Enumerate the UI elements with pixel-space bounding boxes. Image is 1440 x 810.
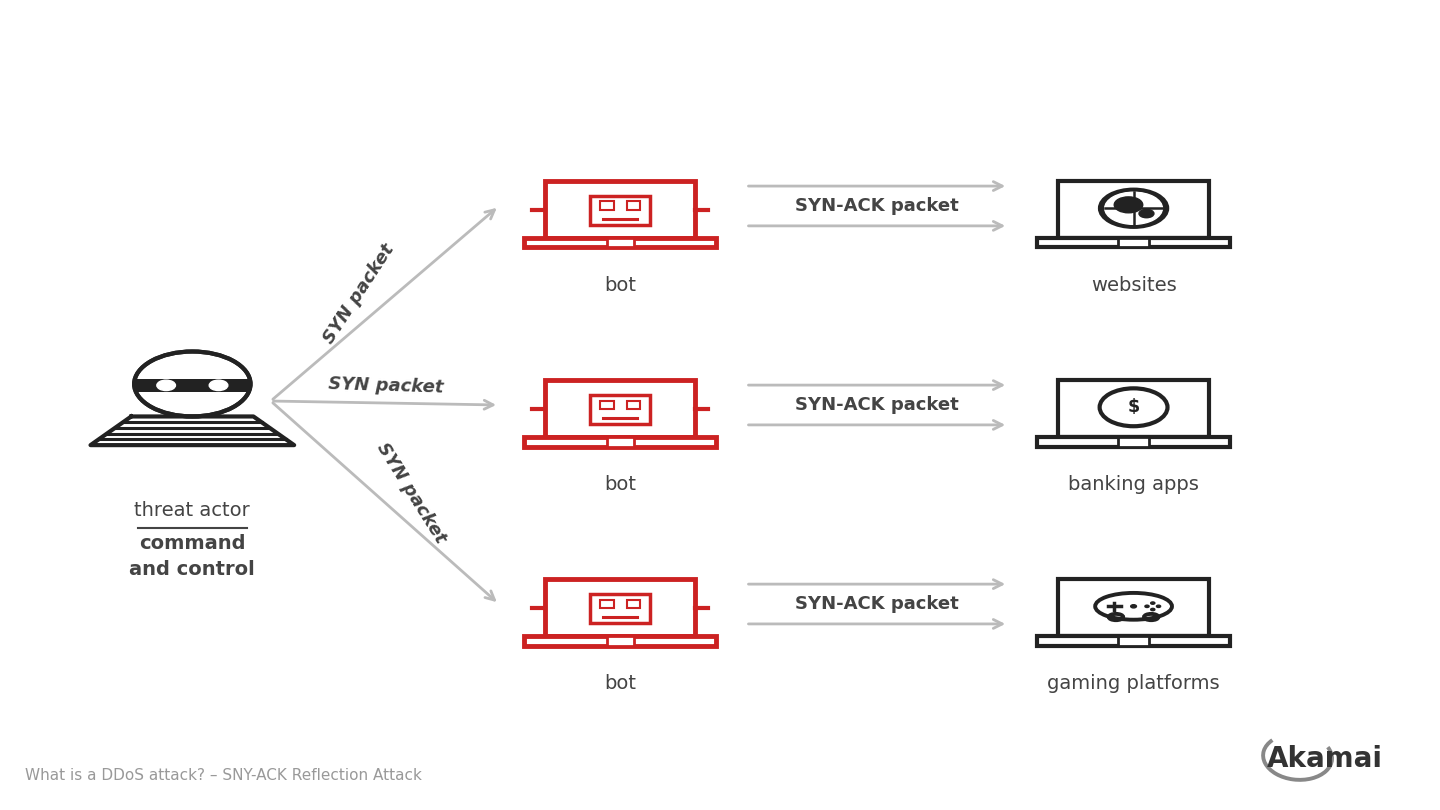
FancyBboxPatch shape [1037,238,1230,248]
FancyBboxPatch shape [626,400,639,409]
Text: command
and control: command and control [130,534,255,579]
FancyBboxPatch shape [1058,181,1208,238]
FancyBboxPatch shape [544,579,696,636]
FancyBboxPatch shape [524,636,716,646]
Circle shape [1156,605,1161,608]
Circle shape [209,380,228,390]
FancyBboxPatch shape [590,594,651,624]
Circle shape [1130,605,1136,608]
Text: SYN packet: SYN packet [373,440,449,547]
Text: websites: websites [1090,276,1176,295]
FancyBboxPatch shape [590,394,651,424]
FancyBboxPatch shape [606,636,634,646]
Circle shape [1115,197,1143,213]
FancyBboxPatch shape [600,599,613,608]
Text: bot: bot [605,674,636,693]
Text: bot: bot [605,276,636,295]
FancyBboxPatch shape [134,378,251,392]
FancyBboxPatch shape [600,400,613,409]
Text: SYN-ACK packet: SYN-ACK packet [795,396,959,414]
FancyBboxPatch shape [1058,380,1208,437]
Circle shape [1100,190,1168,228]
Text: What is a DDoS attack? – SNY-ACK Reflection Attack: What is a DDoS attack? – SNY-ACK Reflect… [26,768,422,783]
Text: SYN-ACK packet: SYN-ACK packet [795,197,959,215]
Text: SYN packet: SYN packet [320,241,397,347]
Circle shape [1104,192,1162,224]
FancyBboxPatch shape [1119,636,1149,646]
FancyBboxPatch shape [1037,636,1230,646]
FancyBboxPatch shape [544,380,696,437]
Text: $: $ [1128,399,1139,416]
Text: threat actor: threat actor [134,501,251,519]
FancyBboxPatch shape [1119,238,1149,248]
Circle shape [157,380,176,390]
Circle shape [134,352,251,416]
Text: Akamai: Akamai [1267,745,1384,773]
FancyBboxPatch shape [600,202,613,210]
Text: banking apps: banking apps [1068,475,1200,494]
FancyBboxPatch shape [524,238,716,248]
FancyBboxPatch shape [1037,437,1230,446]
FancyBboxPatch shape [590,195,651,225]
FancyBboxPatch shape [1119,437,1149,446]
Circle shape [1139,210,1153,218]
Text: SYN packet: SYN packet [328,375,444,396]
FancyBboxPatch shape [626,599,639,608]
FancyBboxPatch shape [544,181,696,238]
FancyBboxPatch shape [524,437,716,446]
Circle shape [1151,608,1155,611]
Text: gaming platforms: gaming platforms [1047,674,1220,693]
Text: bot: bot [605,475,636,494]
Circle shape [1145,605,1149,608]
Text: SYN-ACK packet: SYN-ACK packet [795,595,959,613]
FancyBboxPatch shape [626,202,639,210]
FancyBboxPatch shape [606,437,634,446]
FancyBboxPatch shape [606,238,634,248]
Circle shape [1151,602,1155,604]
FancyBboxPatch shape [1058,579,1208,636]
